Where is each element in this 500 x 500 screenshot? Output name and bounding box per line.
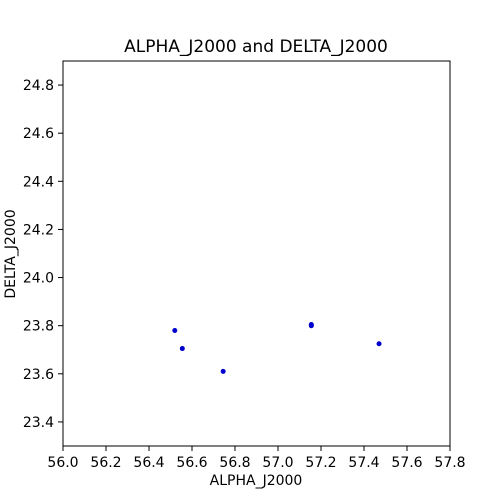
x-tick-label: 56.8 <box>219 455 250 471</box>
x-tick-label: 56.4 <box>133 455 164 471</box>
data-point <box>179 346 185 352</box>
y-tick-label: 24.0 <box>23 271 54 287</box>
plot-area: 56.0 56.2 56.4 56.6 56.8 57.0 57.2 57.4 57.6 57.8… <box>23 60 466 471</box>
x-tick-label: 57.4 <box>348 455 379 471</box>
x-axis-label: ALPHA_J2000 <box>210 473 303 489</box>
x-tick-label: 57.6 <box>391 455 422 471</box>
x-tick-label: 56.2 <box>90 455 121 471</box>
data-point <box>220 368 226 374</box>
y-tick-label: 24.4 <box>23 174 54 190</box>
data-point <box>172 328 178 333</box>
y-tick-label: 24.2 <box>23 222 54 238</box>
x-tick-label: 57.8 <box>434 455 465 471</box>
y-tick-label: 23.4 <box>23 415 54 431</box>
y-tick-label: 24.8 <box>23 78 54 94</box>
chart-title: ALPHA_J2000 and DELTA_J2000 <box>124 37 388 57</box>
x-tick-label: 56.6 <box>176 455 207 471</box>
data-points <box>172 321 382 374</box>
x-tick-label: 57.0 <box>262 455 293 471</box>
x-tick-label: 56.0 <box>47 455 78 471</box>
y-tick-label: 23.6 <box>23 367 54 383</box>
y-tick-label: 23.8 <box>23 319 54 335</box>
data-point <box>308 323 314 329</box>
y-tick-label: 24.6 <box>23 126 54 142</box>
data-point <box>376 341 382 347</box>
y-axis-label: DELTA_J2000 <box>3 209 19 298</box>
y-axis: 23.4 23.6 23.8 24.0 24.2 24.4 24.6 24.8 <box>23 78 63 431</box>
x-tick-label: 57.2 <box>305 455 336 471</box>
plot-frame <box>62 60 451 447</box>
x-axis: 56.0 56.2 56.4 56.6 56.8 57.0 57.2 57.4 57.6 57.8 <box>47 446 466 471</box>
